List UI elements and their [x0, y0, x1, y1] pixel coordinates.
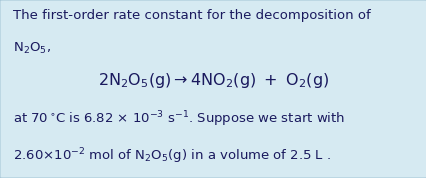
Text: at 70$^\circ\!$C is 6.82 $\times$ 10$^{-3}$ s$^{-1}$. Suppose we start with: at 70$^\circ\!$C is 6.82 $\times$ 10$^{-…	[13, 109, 344, 129]
Text: $2\mathrm{N_2O_5}(\mathrm{g})\rightarrow 4\mathrm{NO_2}(\mathrm{g})\ +\ \mathrm{: $2\mathrm{N_2O_5}(\mathrm{g})\rightarrow…	[98, 71, 328, 90]
Text: $\mathrm{N_2O_5},$: $\mathrm{N_2O_5},$	[13, 41, 51, 56]
Text: The first-order rate constant for the decomposition of: The first-order rate constant for the de…	[13, 9, 370, 22]
Text: 2.60$\times$10$^{-2}$ mol of $\mathrm{N_2O_5}$(g) in a volume of 2.5 L .: 2.60$\times$10$^{-2}$ mol of $\mathrm{N_…	[13, 147, 330, 166]
